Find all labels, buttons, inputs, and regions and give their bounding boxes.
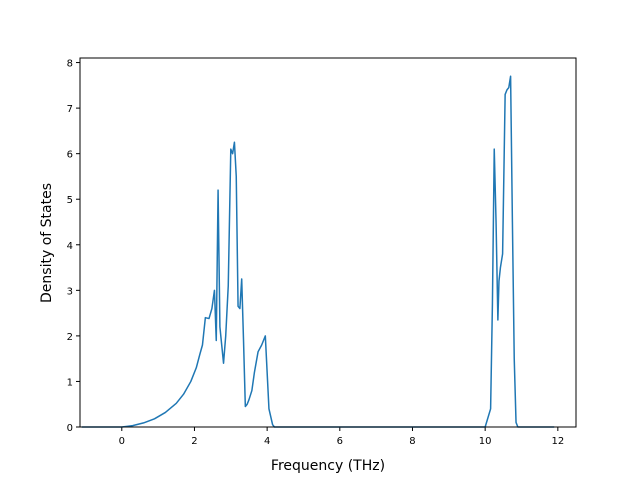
y-tick-label: 6 <box>67 150 73 161</box>
x-axis-ticks: 0 2 4 6 8 10 12 <box>119 427 564 447</box>
x-tick-label: 2 <box>191 436 197 447</box>
y-tick-label: 8 <box>67 59 73 70</box>
plot-background <box>80 58 576 427</box>
x-tick-label: 6 <box>337 436 343 447</box>
x-tick-label: 10 <box>479 436 492 447</box>
y-axis-title: Density of States <box>39 183 55 303</box>
x-tick-label: 4 <box>264 436 270 447</box>
y-tick-label: 5 <box>67 195 73 206</box>
series-layer <box>81 75 555 428</box>
y-tick-label: 2 <box>67 332 73 343</box>
x-axis-title: Frequency (THz) <box>271 458 385 474</box>
x-tick-label: 0 <box>119 436 125 447</box>
y-tick-label: 7 <box>67 104 73 115</box>
dos-series-line-0 <box>81 75 555 428</box>
x-tick-label: 8 <box>409 436 415 447</box>
y-tick-label: 1 <box>67 377 73 388</box>
x-tick-label: 12 <box>551 436 564 447</box>
y-tick-label: 3 <box>67 286 73 297</box>
y-tick-label: 4 <box>67 241 73 252</box>
y-tick-label: 0 <box>67 423 73 434</box>
plot-frame <box>79 57 577 428</box>
y-axis-ticks: 0 1 2 3 4 5 6 7 8 <box>67 59 80 434</box>
